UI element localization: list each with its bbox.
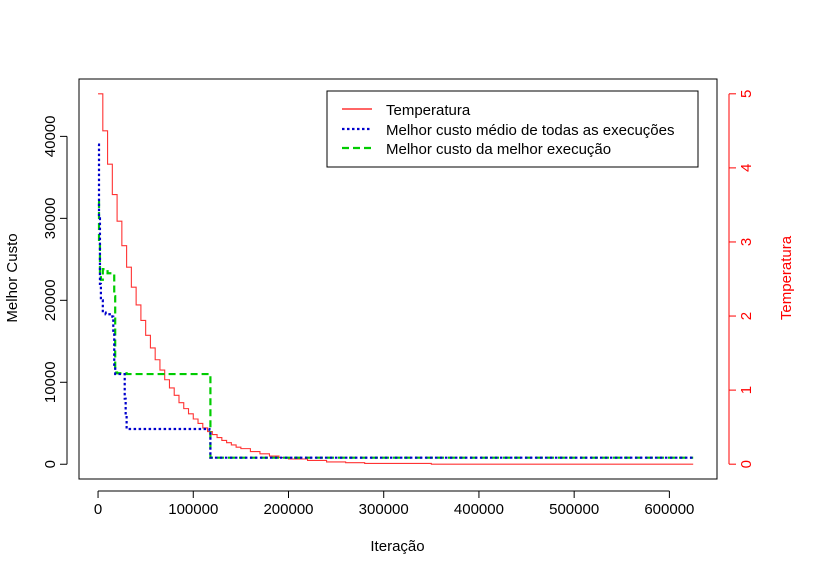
y-left-tick-label: 10000 bbox=[42, 361, 59, 403]
y-left-tick-label: 0 bbox=[42, 460, 59, 468]
y-right-tick-label: 0 bbox=[738, 460, 755, 468]
legend-label-mean-best: Melhor custo médio de todas as execuções bbox=[386, 122, 675, 139]
y-right-tick-label: 5 bbox=[738, 90, 755, 98]
x-tick-label: 100000 bbox=[168, 501, 218, 518]
y-left-tick-label: 20000 bbox=[42, 279, 59, 321]
y-right-tick-label: 1 bbox=[738, 386, 755, 394]
x-tick-label: 500000 bbox=[549, 501, 599, 518]
y-axis-label-left: Melhor Custo bbox=[4, 233, 21, 322]
plot-frame bbox=[78, 78, 718, 480]
x-tick-label: 300000 bbox=[359, 501, 409, 518]
y-axis-label-right: Temperatura bbox=[778, 235, 795, 320]
y-right-tick-label: 4 bbox=[738, 164, 755, 172]
x-tick-label: 600000 bbox=[644, 501, 694, 518]
mean-best-series-line bbox=[97, 143, 694, 459]
y-right-tick-label: 3 bbox=[738, 238, 755, 246]
x-tick-label: 200000 bbox=[263, 501, 313, 518]
x-axis-label: Iteração bbox=[370, 538, 424, 555]
legend-label-best-run: Melhor custo da melhor execução bbox=[386, 141, 611, 158]
x-tick-label: 0 bbox=[94, 501, 102, 518]
temperature-series-line bbox=[98, 93, 694, 465]
x-tick-label: 400000 bbox=[454, 501, 504, 518]
y-left-tick-label: 40000 bbox=[42, 116, 59, 158]
y-left-tick-label: 30000 bbox=[42, 197, 59, 239]
legend: Temperatura Melhor custo médio de todas … bbox=[326, 90, 699, 168]
y-right-tick-label: 2 bbox=[738, 312, 755, 320]
legend-label-temperature: Temperatura bbox=[386, 102, 471, 119]
best-run-series-line bbox=[97, 200, 694, 459]
